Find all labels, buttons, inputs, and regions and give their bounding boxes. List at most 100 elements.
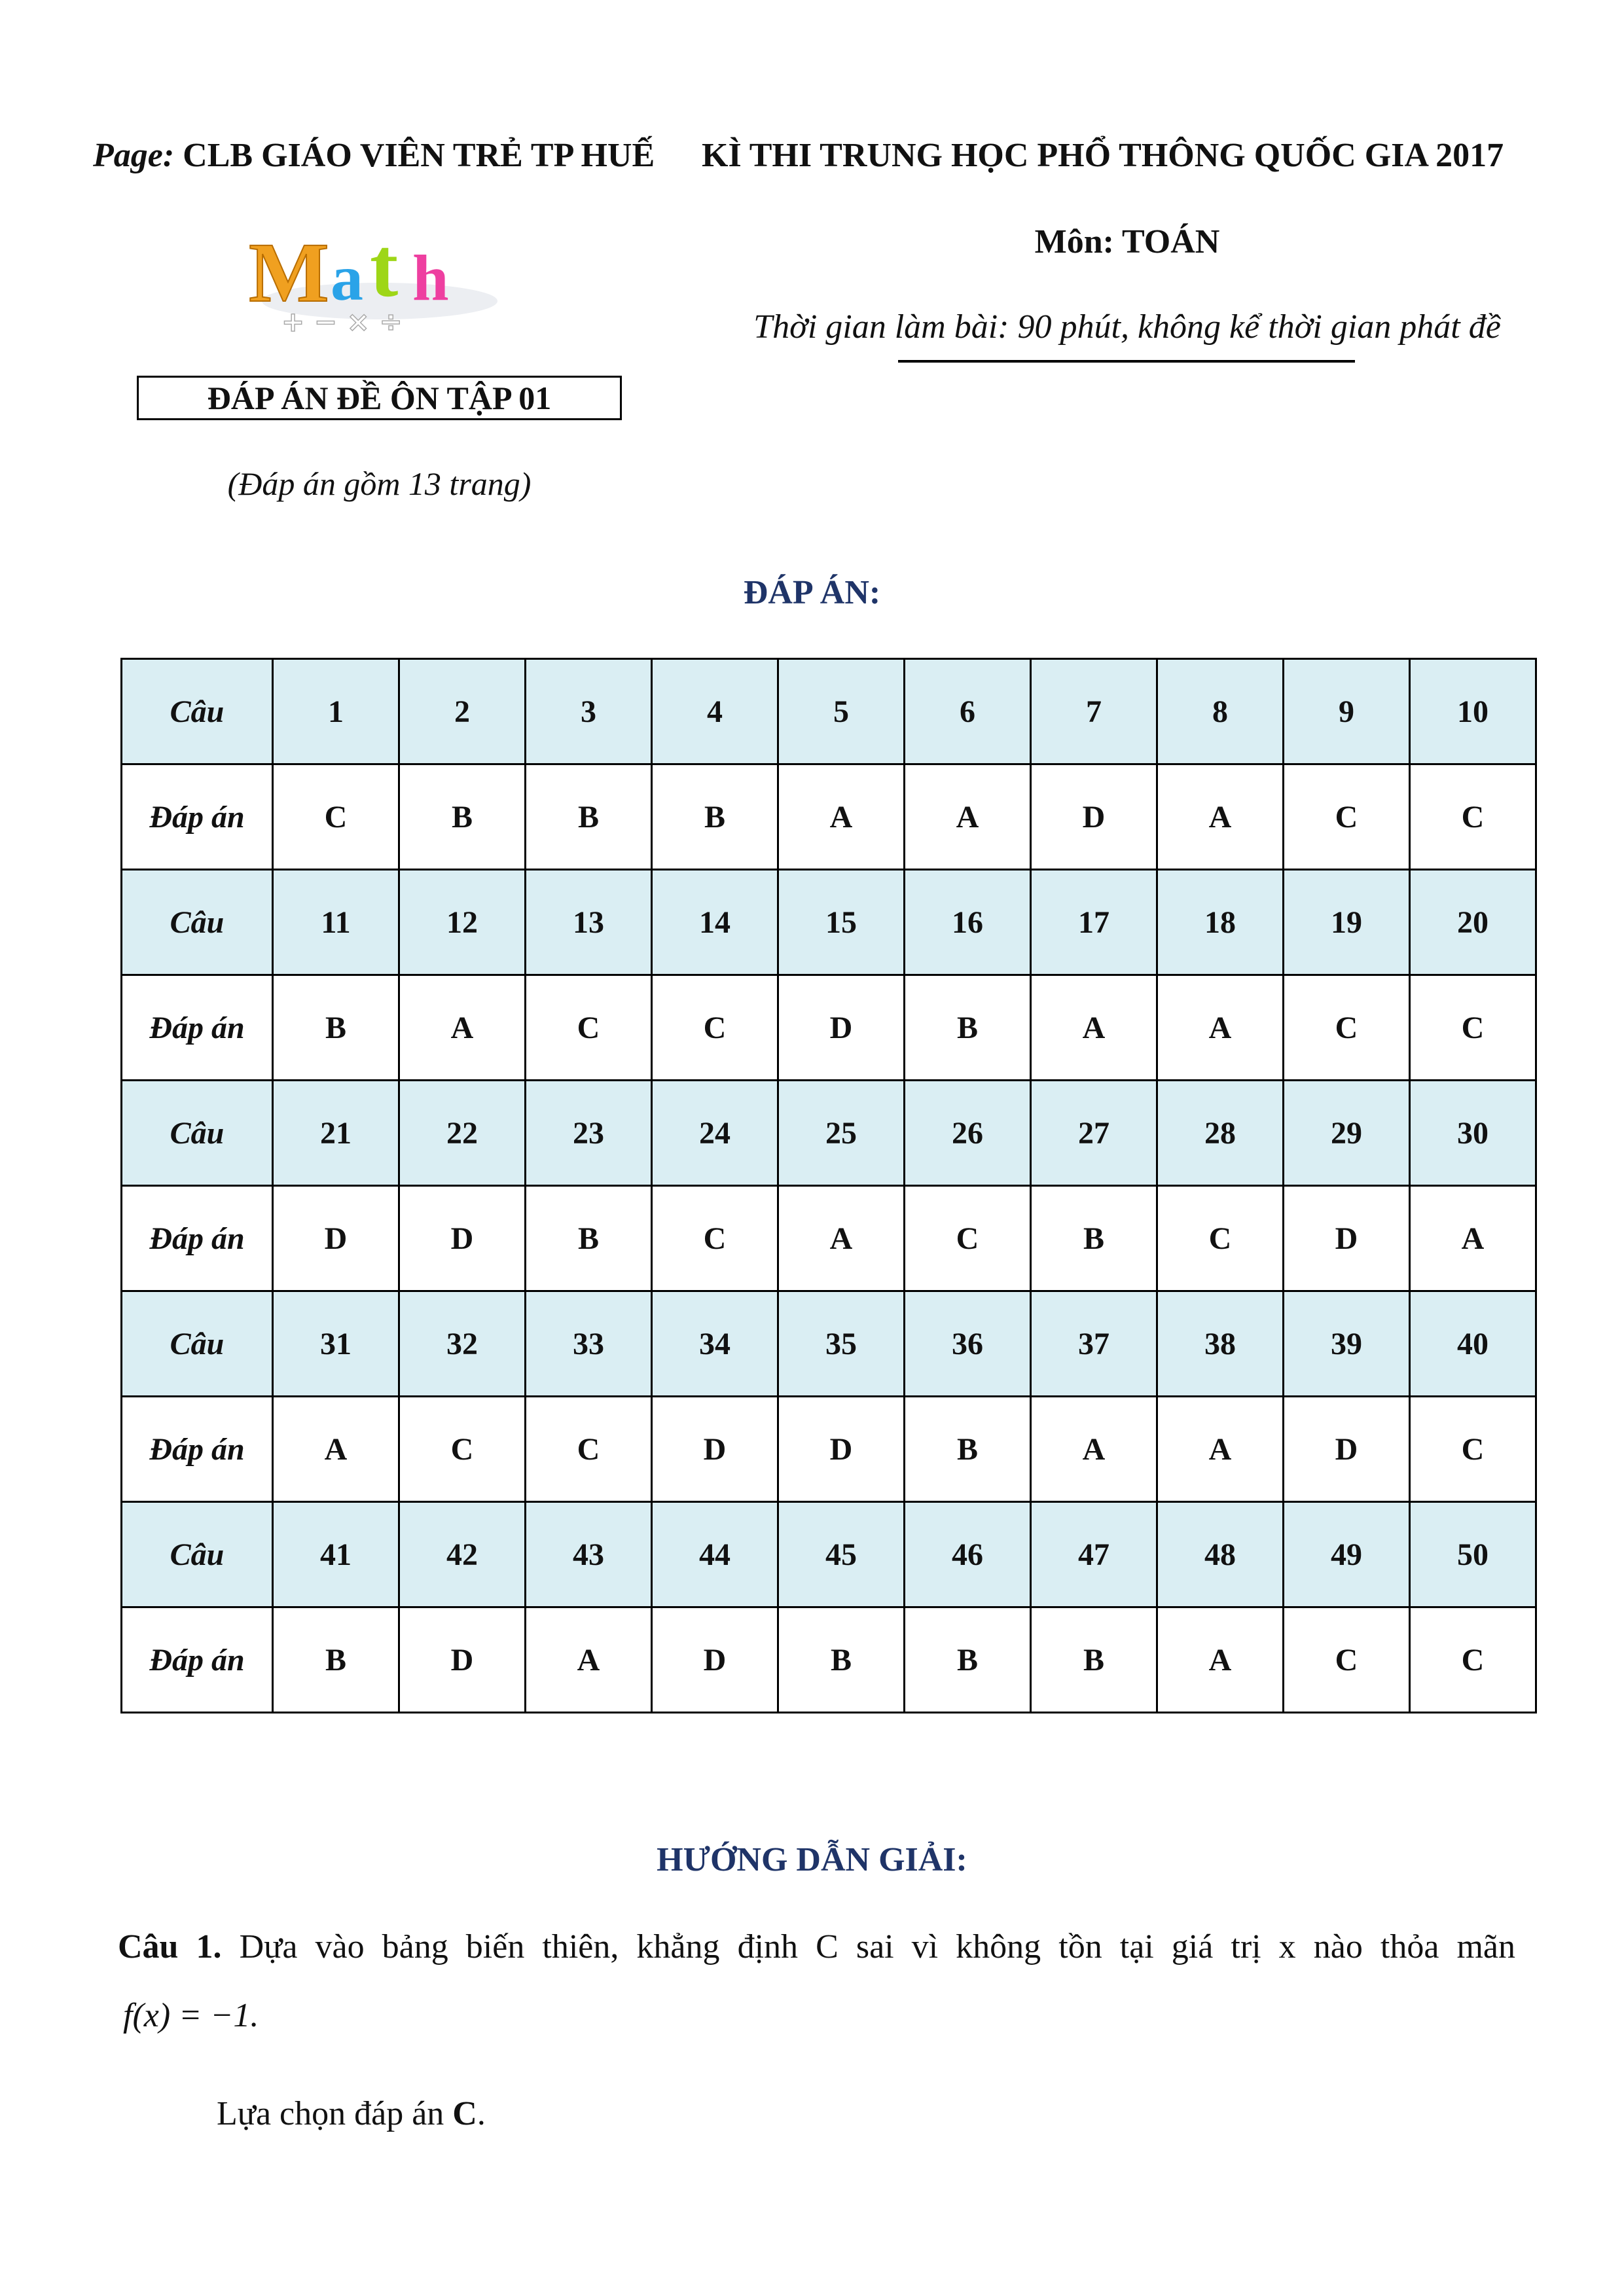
answer-cell: D bbox=[398, 1185, 526, 1292]
solution-1-text: Câu 1. Dựa vào bảng biến thiên, khẳng đị… bbox=[118, 1928, 1515, 1966]
question-number-cell: 47 bbox=[1030, 1501, 1158, 1608]
answer-cell: D bbox=[1282, 1395, 1411, 1503]
svg-text:+ − × ÷: + − × ÷ bbox=[281, 306, 403, 334]
question-number-cell: 10 bbox=[1409, 658, 1537, 765]
answer-cell: D bbox=[777, 1395, 905, 1503]
answer-cell: C bbox=[272, 763, 400, 870]
question-number-cell: 19 bbox=[1282, 869, 1411, 976]
answer-cell: D bbox=[272, 1185, 400, 1292]
exam-title: KÌ THI TRUNG HỌC PHỔ THÔNG QUỐC GIA 2017 bbox=[702, 137, 1504, 174]
answer-cell: C bbox=[1409, 763, 1537, 870]
answer-cell: B bbox=[272, 974, 400, 1081]
question-number-cell: 42 bbox=[398, 1501, 526, 1608]
page-prefix: Page: bbox=[93, 137, 175, 174]
question-number-cell: 15 bbox=[777, 869, 905, 976]
question-number-cell: 18 bbox=[1156, 869, 1284, 976]
question-number-cell: 31 bbox=[272, 1290, 400, 1397]
answer-cell: C bbox=[651, 974, 779, 1081]
question-number-cell: 41 bbox=[272, 1501, 400, 1608]
answer-label-cell: Đáp án bbox=[120, 1606, 274, 1713]
answer-cell: B bbox=[1030, 1606, 1158, 1713]
svg-text:M: M bbox=[249, 226, 329, 320]
question-number-cell: 3 bbox=[524, 658, 653, 765]
question-number-cell: 33 bbox=[524, 1290, 653, 1397]
answer-cell: A bbox=[272, 1395, 400, 1503]
question-number-cell: 30 bbox=[1409, 1079, 1537, 1187]
answer-cell: B bbox=[272, 1606, 400, 1713]
question-number-cell: 49 bbox=[1282, 1501, 1411, 1608]
question-row: Câu 1 2 3 4 5 6 7 8 9 10 bbox=[120, 658, 1537, 765]
question-number-cell: 14 bbox=[651, 869, 779, 976]
solutions-heading: HƯỚNG DẪN GIẢI: bbox=[657, 1841, 967, 1878]
svg-text:a: a bbox=[331, 242, 363, 314]
answer-cell: C bbox=[651, 1185, 779, 1292]
question-number-cell: 12 bbox=[398, 869, 526, 976]
answer-cell: B bbox=[651, 763, 779, 870]
question-number-cell: 16 bbox=[903, 869, 1032, 976]
question-number-cell: 39 bbox=[1282, 1290, 1411, 1397]
question-label-cell: Câu bbox=[120, 658, 274, 765]
answer-cell: D bbox=[398, 1606, 526, 1713]
answer-cell: B bbox=[903, 974, 1032, 1081]
answer-cell: C bbox=[524, 974, 653, 1081]
question-number-cell: 45 bbox=[777, 1501, 905, 1608]
answer-cell: C bbox=[1409, 1395, 1537, 1503]
solution-1-formula: f(x) = −1. bbox=[123, 1997, 259, 2034]
answer-table: Câu 1 2 3 4 5 6 7 8 9 10 Đáp án C B B B A A D A C C Câu 11 12 13 1… bbox=[120, 658, 1537, 1713]
answer-cell: C bbox=[1282, 763, 1411, 870]
answer-cell: A bbox=[1409, 1185, 1537, 1292]
question-row: Câu 21 22 23 24 25 26 27 28 29 30 bbox=[120, 1079, 1537, 1187]
question-number-cell: 25 bbox=[777, 1079, 905, 1187]
question-number-cell: 20 bbox=[1409, 869, 1537, 976]
question-number-cell: 43 bbox=[524, 1501, 653, 1608]
question-number-cell: 29 bbox=[1282, 1079, 1411, 1187]
question-label-cell: Câu bbox=[120, 869, 274, 976]
question-number-cell: 37 bbox=[1030, 1290, 1158, 1397]
question-number-cell: 38 bbox=[1156, 1290, 1284, 1397]
choice-prefix: Lựa chọn đáp án bbox=[217, 2095, 453, 2132]
question-number-cell: 22 bbox=[398, 1079, 526, 1187]
answer-row: Đáp án B D A D B B B A C C bbox=[120, 1606, 1537, 1713]
answer-cell: C bbox=[1409, 974, 1537, 1081]
question-number-cell: 4 bbox=[651, 658, 779, 765]
answer-cell: A bbox=[398, 974, 526, 1081]
answer-cell: C bbox=[903, 1185, 1032, 1292]
subject: Môn: TOÁN bbox=[1034, 223, 1220, 260]
question-number-cell: 24 bbox=[651, 1079, 779, 1187]
svg-text:h: h bbox=[412, 242, 449, 314]
answer-label-cell: Đáp án bbox=[120, 763, 274, 870]
question-number-cell: 9 bbox=[1282, 658, 1411, 765]
question-label: Câu 1. bbox=[118, 1928, 222, 1965]
question-number-cell: 23 bbox=[524, 1079, 653, 1187]
question-number-cell: 44 bbox=[651, 1501, 779, 1608]
answer-cell: D bbox=[651, 1395, 779, 1503]
divider bbox=[898, 360, 1355, 363]
answer-cell: B bbox=[777, 1606, 905, 1713]
question-number-cell: 32 bbox=[398, 1290, 526, 1397]
answer-label-cell: Đáp án bbox=[120, 974, 274, 1081]
answer-cell: A bbox=[1156, 1395, 1284, 1503]
question-row: Câu 41 42 43 44 45 46 47 48 49 50 bbox=[120, 1501, 1537, 1608]
question-number-cell: 35 bbox=[777, 1290, 905, 1397]
svg-text:t: t bbox=[370, 223, 398, 315]
choice-letter: C bbox=[452, 2095, 477, 2132]
answer-cell: C bbox=[1282, 1606, 1411, 1713]
choice-suffix: . bbox=[477, 2095, 486, 2132]
page-name-text: CLB GIÁO VIÊN TRẺ TP HUẾ bbox=[183, 137, 655, 174]
page-name: Page: CLB GIÁO VIÊN TRẺ TP HUẾ bbox=[93, 136, 655, 175]
question-number-cell: 26 bbox=[903, 1079, 1032, 1187]
question-label-cell: Câu bbox=[120, 1079, 274, 1187]
answer-row: Đáp án A C C D D B A A D C bbox=[120, 1395, 1537, 1503]
question-number-cell: 28 bbox=[1156, 1079, 1284, 1187]
question-number-cell: 1 bbox=[272, 658, 400, 765]
answer-cell: D bbox=[1282, 1185, 1411, 1292]
question-number-cell: 2 bbox=[398, 658, 526, 765]
question-row: Câu 11 12 13 14 15 16 17 18 19 20 bbox=[120, 869, 1537, 976]
answer-cell: A bbox=[903, 763, 1032, 870]
answer-cell: A bbox=[1156, 763, 1284, 870]
answer-cell: C bbox=[524, 1395, 653, 1503]
question-number-cell: 13 bbox=[524, 869, 653, 976]
question-label-cell: Câu bbox=[120, 1290, 274, 1397]
question-number-cell: 17 bbox=[1030, 869, 1158, 976]
answer-row: Đáp án D D B C A C B C D A bbox=[120, 1185, 1537, 1292]
